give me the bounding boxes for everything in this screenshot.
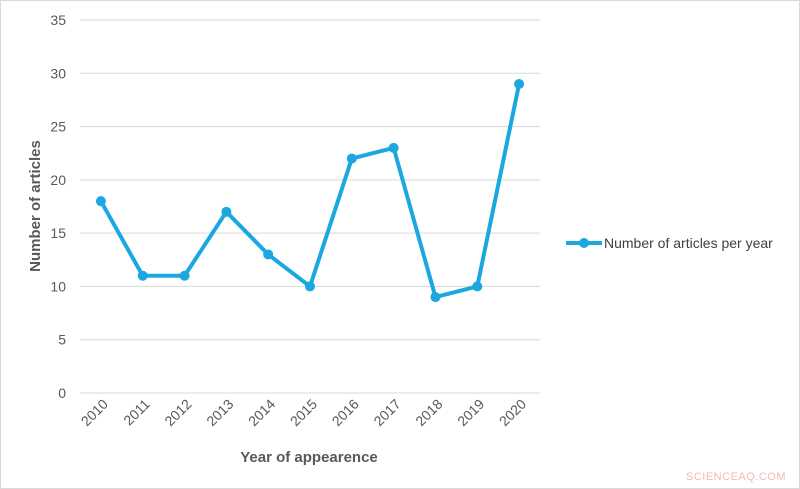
series-line [99, 83, 522, 300]
data-point-marker [472, 281, 483, 292]
data-point-marker [430, 292, 441, 303]
y-axis-title: Number of articles [27, 140, 44, 272]
data-point-marker [388, 142, 399, 153]
x-tick-label: 2014 [245, 396, 278, 429]
x-tick-label: 2011 [120, 396, 153, 429]
x-tick-label: 2016 [329, 396, 362, 429]
y-tick-label: 10 [50, 278, 66, 294]
x-tick-label: 2018 [412, 396, 445, 429]
y-tick-label: 25 [50, 119, 66, 135]
x-tick-label: 2017 [370, 396, 403, 429]
legend-marker-icon [579, 238, 589, 248]
x-axis-title: Year of appearence [240, 449, 378, 466]
data-point-marker [95, 196, 106, 207]
data-series [95, 78, 525, 303]
data-point-marker [263, 249, 274, 260]
x-tick-label: 2020 [496, 396, 529, 429]
y-tick-label: 15 [50, 225, 66, 241]
data-point-marker [221, 206, 232, 217]
x-axis-ticks: 2010 2011 2012 2013 2014 2015 2016 2017 2018 2019… [78, 396, 530, 429]
y-tick-label: 35 [50, 12, 66, 28]
x-tick-label: 2019 [454, 396, 487, 429]
y-tick-label: 30 [50, 65, 66, 81]
data-point-marker [179, 270, 190, 281]
watermark: SCIENCEAQ.COM [685, 471, 786, 483]
y-tick-label: 20 [50, 172, 66, 188]
x-tick-label: 2012 [161, 396, 194, 429]
x-tick-label: 2015 [287, 396, 320, 429]
data-point-marker [514, 78, 525, 89]
y-axis-ticks: 0 5 10 15 20 25 30 35 [50, 12, 66, 401]
gridlines [80, 19, 540, 394]
legend: Number of articles per year [566, 235, 773, 251]
data-point-marker [346, 153, 357, 164]
data-point-marker [305, 281, 315, 292]
y-tick-label: 5 [58, 332, 66, 348]
y-tick-label: 0 [58, 385, 66, 401]
x-tick-label: 2010 [78, 396, 111, 429]
data-point-marker [137, 270, 148, 281]
x-tick-label: 2013 [203, 396, 236, 429]
legend-label: Number of articles per year [604, 235, 773, 251]
